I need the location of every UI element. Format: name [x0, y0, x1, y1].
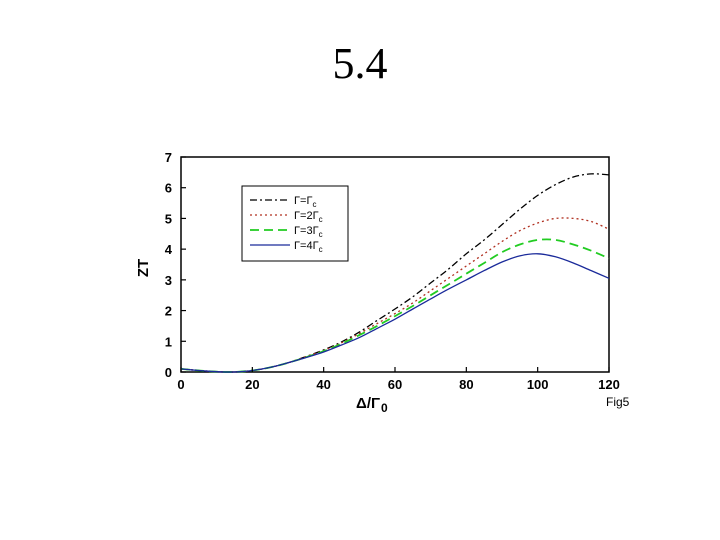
legend-label-subscript: c [319, 215, 323, 224]
legend-box [241, 185, 349, 262]
x-tick-label: 120 [598, 377, 620, 392]
x-tick-label: 60 [388, 377, 402, 392]
legend-label-subscript: c [313, 200, 317, 209]
y-tick-label: 3 [165, 273, 172, 288]
y-tick-label: 1 [165, 334, 172, 349]
y-tick-label: 4 [165, 242, 173, 257]
slide-title: 5.4 [332, 39, 388, 88]
legend-label-4: Γ=4Γc [294, 240, 323, 254]
x-tick-label: 80 [459, 377, 473, 392]
y-tick-label: 6 [165, 181, 172, 196]
legend-label-subscript: c [319, 245, 323, 254]
x-axis-label-subscript: 0 [381, 401, 388, 415]
y-tick-label: 2 [165, 304, 172, 319]
legend-label-2: Γ=2Γc [294, 210, 323, 224]
x-axis-label: Δ/Γ [356, 395, 380, 412]
y-tick-label: 7 [165, 150, 172, 165]
x-tick-label: 0 [177, 377, 184, 392]
legend-label-3: Γ=3Γc [294, 225, 323, 239]
legend-label-1: Γ=Γc [294, 195, 317, 209]
y-tick-label: 5 [165, 211, 172, 226]
x-tick-label: 40 [316, 377, 330, 392]
x-tick-label: 100 [527, 377, 549, 392]
x-tick-label: 20 [245, 377, 259, 392]
y-axis-label: ZT [135, 259, 152, 277]
figure-note: Fig5 [606, 395, 630, 409]
y-tick-label: 0 [165, 365, 172, 380]
legend-label-subscript: c [319, 230, 323, 239]
